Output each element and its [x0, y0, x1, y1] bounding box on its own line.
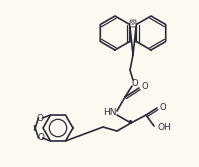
- Text: O: O: [159, 103, 166, 112]
- Text: O: O: [37, 133, 44, 142]
- Text: OH: OH: [157, 124, 171, 132]
- Text: O: O: [132, 78, 138, 88]
- Text: HN: HN: [103, 108, 117, 117]
- Text: O: O: [142, 81, 149, 91]
- Text: O: O: [37, 114, 44, 123]
- Text: 9: 9: [131, 21, 135, 26]
